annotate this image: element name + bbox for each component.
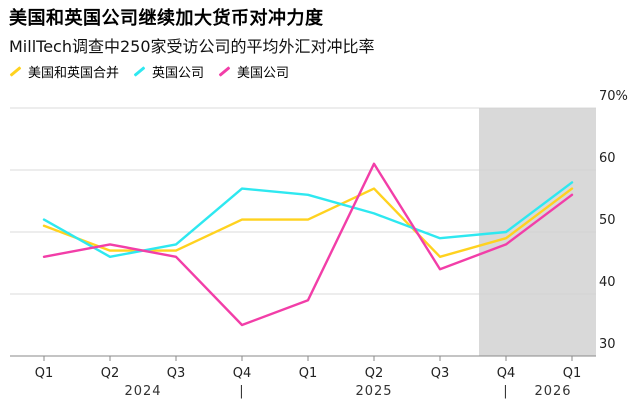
legend-label-us: 美国公司 bbox=[237, 66, 290, 81]
x-tick-label: Q3 bbox=[431, 366, 450, 381]
x-tick-label: Q4 bbox=[233, 366, 252, 381]
y-tick-label: 70% bbox=[599, 89, 628, 104]
chart-title: 美国和英国公司继续加大货币对冲力度 bbox=[9, 8, 324, 29]
year-separator: | bbox=[239, 384, 244, 399]
legend-label-combined: 美国和英国合并 bbox=[28, 66, 120, 81]
legend: 美国和英国合并 英国公司 美国公司 bbox=[9, 62, 303, 81]
x-tick-label: Q3 bbox=[167, 366, 186, 381]
x-tick-label: Q1 bbox=[563, 366, 582, 381]
year-label-2024: 2024 bbox=[124, 384, 161, 399]
year-separator: | bbox=[503, 384, 508, 399]
series-line-us bbox=[42, 162, 574, 327]
year-label-2026: 2026 bbox=[534, 384, 571, 399]
legend-item-us: 美国公司 bbox=[218, 62, 289, 81]
legend-label-uk: 英国公司 bbox=[152, 66, 205, 81]
y-tick-label: 60 bbox=[599, 151, 616, 166]
series-line-combined bbox=[42, 187, 574, 258]
legend-item-uk: 英国公司 bbox=[133, 62, 204, 81]
legend-item-combined: 美国和英国合并 bbox=[9, 62, 119, 81]
x-tick-label: Q4 bbox=[497, 366, 516, 381]
x-tick-label: Q1 bbox=[299, 366, 318, 381]
x-tick-label: Q2 bbox=[365, 366, 384, 381]
y-tick-label: 50 bbox=[599, 213, 616, 228]
series-line-uk bbox=[42, 181, 574, 258]
y-tick-label: 30 bbox=[599, 337, 616, 352]
x-tick-label: Q2 bbox=[101, 366, 120, 381]
year-label-2025: 2025 bbox=[355, 384, 392, 399]
chart-subtitle: MillTech调查中250家受访公司的平均外汇对冲比率 bbox=[9, 37, 375, 56]
y-tick-label: 40 bbox=[599, 275, 616, 290]
x-tick-label: Q1 bbox=[35, 366, 54, 381]
